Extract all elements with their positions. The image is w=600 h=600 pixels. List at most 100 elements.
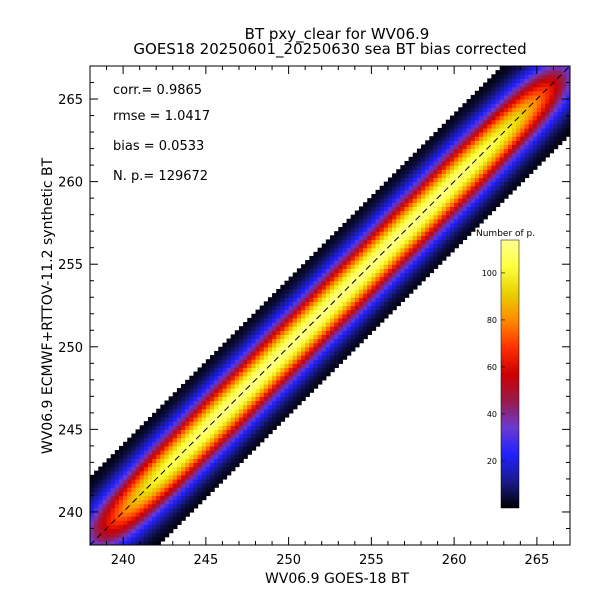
density-cell [383,268,389,274]
density-cell [168,400,174,406]
density-cell [114,495,120,501]
density-cell [379,206,385,212]
density-cell [565,70,570,75]
density-cell [330,239,335,245]
density-cell [363,305,368,311]
density-cell [226,396,232,402]
density-cell [143,520,149,525]
density-cell [350,309,356,315]
density-cell [193,491,199,497]
density-cell [172,491,178,497]
density-cell [218,388,224,393]
density-cell [371,227,377,232]
density-cell [532,115,538,121]
density-cell [474,222,480,228]
density-cell [487,78,492,84]
density-cell [354,231,360,236]
density-cell [507,140,513,146]
density-cell [288,284,294,290]
density-cell [238,326,244,331]
density-cell [214,396,219,402]
density-cell [458,198,464,203]
density-cell [445,222,451,228]
density-cell [280,317,286,323]
density-cell [495,165,501,170]
density-cell [350,227,356,232]
density-cell [172,421,178,426]
density-cell [222,392,228,397]
density-cell [176,511,182,517]
density-cell [528,78,534,84]
density-cell [441,251,447,257]
density-cell [553,119,559,125]
density-cell [367,309,372,315]
density-cell [416,156,422,162]
density-cell [354,301,360,307]
density-cell [387,218,393,224]
density-cell [487,123,492,129]
density-cell [437,165,443,170]
density-cell [168,520,174,525]
density-cell [379,301,385,307]
density-cell [375,235,381,241]
density-cell [454,173,459,179]
density-cell [396,268,401,274]
density-cell [214,388,219,393]
density-cell [305,379,310,385]
density-cell [156,416,161,422]
density-cell [565,132,570,137]
density-cell [255,392,261,397]
density-cell [238,371,244,377]
density-cell [305,313,310,319]
density-cell [470,148,476,154]
density-cell [408,288,414,294]
density-cell [483,214,488,220]
density-cell [280,313,286,319]
density-cell [454,140,459,146]
density-cell [164,408,170,414]
density-cell [189,421,195,426]
density-cell [288,276,294,282]
density-cell [466,185,472,191]
density-cell [251,363,257,369]
density-cell [483,103,488,108]
density-cell [309,355,315,360]
density-cell [181,437,186,443]
density-cell [147,520,153,525]
density-cell [458,169,464,174]
density-cell [346,268,352,274]
density-cell [301,346,306,352]
density-cell [466,214,472,220]
density-cell [363,247,368,253]
density-cell [325,239,331,245]
density-cell [396,194,401,199]
density-cell [156,466,161,472]
density-cell [425,181,430,187]
density-cell [218,355,224,360]
density-cell [478,99,484,104]
density-cell [454,127,459,133]
density-cell [147,516,153,521]
density-cell [412,260,418,265]
density-cell [197,454,203,459]
density-cell [429,156,435,162]
density-cell [305,334,310,340]
density-cell [363,276,368,282]
density-cell [445,169,451,174]
density-cell [160,404,166,410]
density-cell [114,507,120,513]
density-cell [267,392,273,397]
density-cell [247,350,252,356]
density-cell [189,458,195,464]
density-cell [205,429,211,435]
density-cell [106,483,112,488]
density-cell [247,388,252,393]
density-cell [172,441,178,447]
density-cell [528,144,534,150]
density-cell [416,185,422,191]
density-cell [313,383,319,389]
density-cell [292,276,298,282]
density-cell [305,342,310,348]
density-cell [541,115,546,121]
density-cell [396,198,401,203]
